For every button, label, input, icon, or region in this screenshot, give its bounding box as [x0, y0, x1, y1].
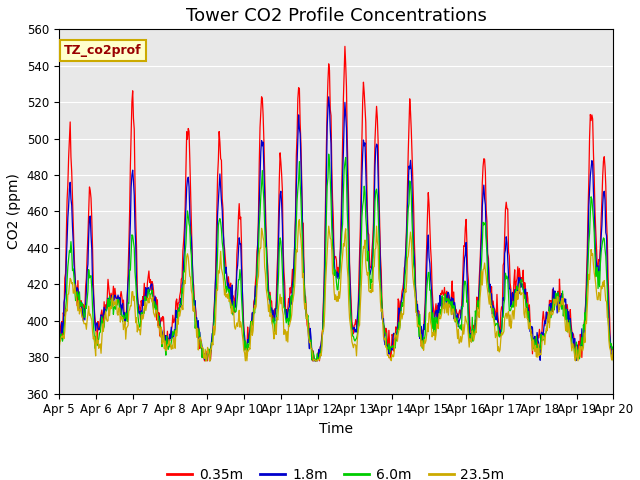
1.8m: [309, 358, 317, 364]
6.0m: [405, 201, 413, 206]
0.35m: [122, 313, 129, 319]
0.35m: [65, 155, 72, 160]
Line: 0.35m: 0.35m: [59, 47, 614, 361]
23.5m: [202, 358, 210, 364]
23.5m: [65, 291, 72, 297]
23.5m: [421, 340, 429, 346]
Title: Tower CO2 Profile Concentrations: Tower CO2 Profile Concentrations: [186, 7, 486, 25]
6.0m: [122, 310, 129, 316]
0.35m: [610, 345, 618, 351]
0.35m: [341, 44, 349, 49]
Y-axis label: CO2 (ppm): CO2 (ppm): [7, 173, 21, 250]
X-axis label: Time: Time: [319, 422, 353, 436]
23.5m: [296, 217, 303, 223]
0.35m: [421, 300, 429, 306]
1.8m: [55, 327, 63, 333]
Legend: 0.35m, 1.8m, 6.0m, 23.5m: 0.35m, 1.8m, 6.0m, 23.5m: [162, 462, 510, 480]
1.8m: [65, 203, 72, 209]
1.8m: [178, 282, 186, 288]
1.8m: [122, 314, 129, 320]
0.35m: [55, 325, 63, 331]
6.0m: [178, 285, 186, 291]
6.0m: [209, 340, 216, 346]
1.8m: [207, 340, 215, 346]
23.5m: [55, 344, 63, 349]
23.5m: [610, 358, 618, 363]
23.5m: [209, 340, 216, 346]
Line: 1.8m: 1.8m: [59, 97, 614, 361]
0.35m: [200, 358, 208, 364]
1.8m: [325, 94, 333, 100]
0.35m: [178, 275, 186, 280]
1.8m: [421, 307, 429, 312]
6.0m: [202, 358, 210, 364]
23.5m: [122, 336, 129, 342]
23.5m: [178, 302, 186, 308]
1.8m: [610, 357, 618, 362]
1.8m: [405, 163, 413, 169]
Text: TZ_co2prof: TZ_co2prof: [64, 44, 142, 57]
Line: 6.0m: 6.0m: [59, 154, 614, 361]
Line: 23.5m: 23.5m: [59, 220, 614, 361]
6.0m: [55, 335, 63, 340]
6.0m: [421, 331, 429, 337]
6.0m: [65, 256, 72, 262]
0.35m: [209, 339, 216, 345]
23.5m: [405, 244, 413, 250]
6.0m: [325, 151, 333, 157]
6.0m: [610, 358, 618, 364]
0.35m: [405, 121, 413, 127]
